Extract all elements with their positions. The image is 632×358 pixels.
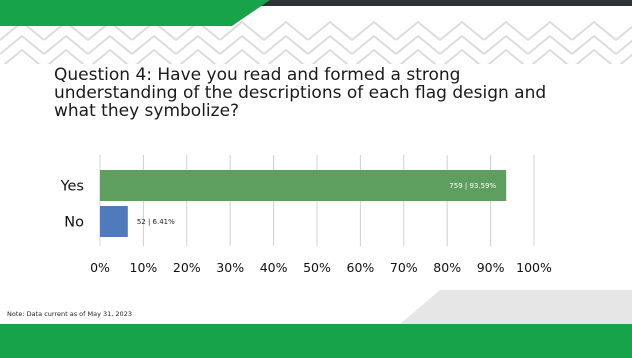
- header-green-shape: [0, 0, 270, 26]
- category-label: Yes: [60, 179, 84, 195]
- header-pattern: [0, 0, 632, 64]
- x-tick-label: 60%: [347, 260, 375, 275]
- data-label: 759 | 93.59%: [449, 182, 496, 190]
- x-tick-label: 20%: [173, 260, 201, 275]
- page-title: Question 4: Have you read and formed a s…: [54, 65, 547, 121]
- x-tick-label: 0%: [90, 260, 110, 275]
- x-tick-label: 100%: [516, 260, 552, 275]
- data-note: Note: Data current as of May 31, 2023: [7, 310, 132, 318]
- x-tick-label: 90%: [477, 260, 505, 275]
- x-tick-label: 30%: [216, 260, 244, 275]
- category-label: No: [64, 215, 84, 231]
- x-tick-label: 50%: [303, 260, 331, 275]
- bar-yes: [100, 170, 507, 201]
- bar-no: [100, 206, 128, 237]
- x-tick-label: 10%: [130, 260, 158, 275]
- x-tick-label: 70%: [390, 260, 418, 275]
- x-tick-label: 80%: [433, 260, 461, 275]
- x-tick-label: 40%: [260, 260, 288, 275]
- footer-bar: [0, 324, 632, 358]
- bar-chart: 0% 10% 20% 30% 40% 50% 60% 70% 80% 90% 100% Yes 759 …: [60, 155, 552, 275]
- data-label: 52 | 6.41%: [137, 218, 175, 226]
